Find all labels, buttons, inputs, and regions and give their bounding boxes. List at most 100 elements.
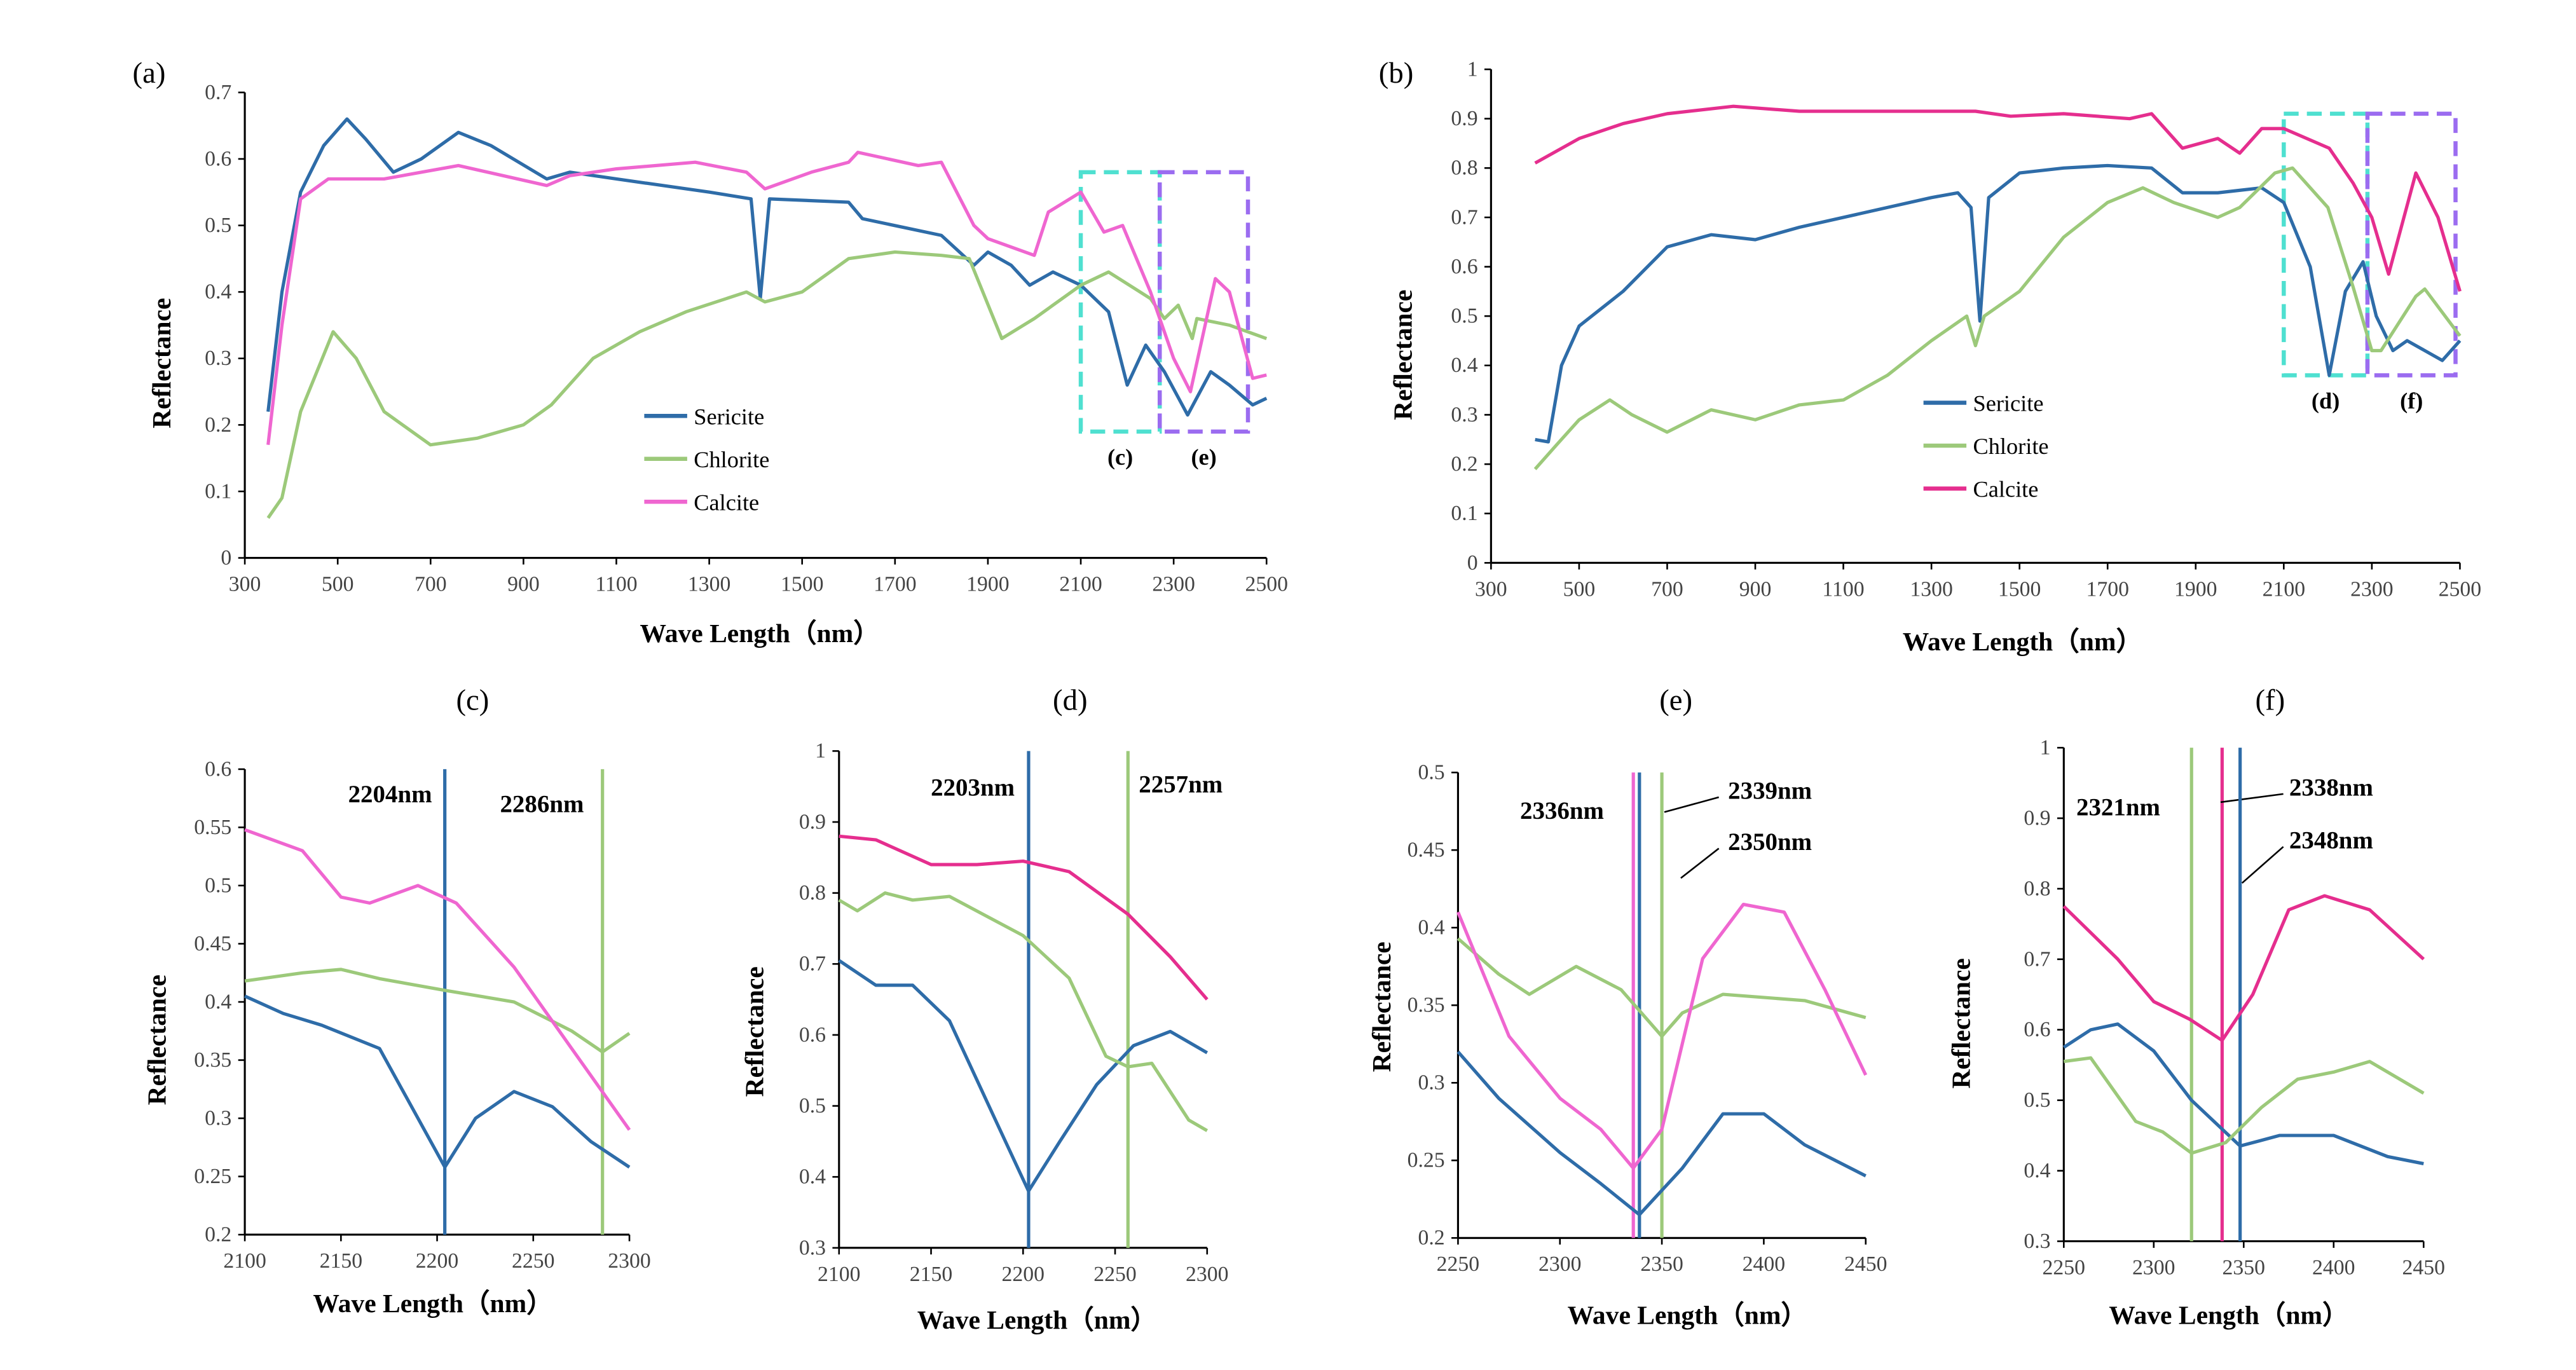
- y-tick-label: 0.25: [1408, 1149, 1445, 1172]
- x-tick-label: 2250: [2043, 1256, 2086, 1279]
- x-axis-label: Wave Length（nm）: [917, 1305, 1157, 1334]
- legend-label: Sericite: [694, 404, 764, 429]
- y-tick-label: 0.9: [799, 810, 826, 833]
- y-tick-label: 0.5: [205, 214, 231, 237]
- panel-title: (c): [456, 683, 489, 716]
- series-line-sericite: [244, 994, 631, 1169]
- y-tick-label: 1: [1467, 57, 1478, 81]
- y-tick-label: 0: [221, 546, 231, 570]
- x-tick-label: 2300: [1152, 573, 1195, 596]
- x-tick-label: 1700: [874, 573, 917, 596]
- x-tick-label: 1900: [966, 573, 1010, 596]
- x-tick-label: 500: [322, 573, 354, 596]
- y-tick-label: 0.4: [2024, 1159, 2050, 1182]
- x-tick-label: 900: [507, 573, 540, 596]
- y-tick-label: 0.6: [1451, 255, 1477, 278]
- series-line-calcite: [244, 828, 631, 1131]
- series-line-calcite: [839, 834, 1209, 1001]
- chart-panel-a: (a) 0 0.1 0.2 0.3 0.4 0.5 0.6 0.7 300 500 700 900 110…: [133, 57, 1288, 648]
- y-tick-label: 0.6: [2024, 1018, 2050, 1041]
- legend-label: Chlorite: [1973, 434, 2049, 459]
- x-tick-label: 2450: [1844, 1252, 1887, 1276]
- y-tick-label: 0.5: [799, 1094, 826, 1118]
- y-tick-label: 0.7: [1451, 205, 1477, 229]
- y-tick-label: 0.4: [1451, 353, 1477, 377]
- x-tick-label: 2350: [2223, 1256, 2266, 1279]
- marker-label: 2257nm: [1139, 771, 1223, 798]
- x-tick-label: 2300: [1186, 1263, 1229, 1286]
- y-tick-label: 0.6: [205, 757, 231, 781]
- y-tick-label: 1: [815, 739, 826, 763]
- marker-label: 2350nm: [1728, 828, 1812, 856]
- y-tick-label: 0.35: [194, 1048, 231, 1072]
- x-tick-label: 1100: [1822, 577, 1864, 601]
- y-tick-label: 0.9: [1451, 107, 1477, 130]
- series-line-chlorite: [838, 891, 1209, 1132]
- marker-leader-line: [2241, 846, 2284, 884]
- x-axis-label: Wave Length（nm）: [2109, 1300, 2348, 1329]
- x-tick-label: 1100: [595, 573, 637, 596]
- y-tick-label: 0.25: [194, 1165, 231, 1188]
- series-line-sericite: [1456, 1050, 1867, 1217]
- y-tick-label: 0.3: [205, 1106, 231, 1130]
- y-tick-label: 0.3: [799, 1236, 826, 1259]
- x-tick-label: 2100: [1059, 573, 1102, 596]
- zoom-region-box-f: [2365, 111, 2458, 378]
- y-axis-label: Reflectance: [1388, 290, 1418, 420]
- y-tick-label: 0.5: [205, 873, 231, 897]
- zoom-region-box-d: [2282, 111, 2370, 378]
- x-tick-label: 2500: [2439, 577, 2482, 601]
- x-axis-label: Wave Length（nm）: [1903, 627, 2142, 656]
- marker-leader-line: [2220, 793, 2284, 804]
- x-tick-label: 2400: [2312, 1256, 2355, 1279]
- x-tick-label: 2250: [1093, 1263, 1137, 1286]
- marker-label: 2204nm: [348, 781, 432, 808]
- y-tick-label: 0.4: [1418, 916, 1444, 940]
- y-axis-label: Reflectance: [1367, 942, 1396, 1072]
- y-tick-label: 0.8: [1451, 156, 1477, 180]
- y-axis-label: Reflectance: [739, 966, 769, 1097]
- legend-label: Chlorite: [694, 447, 769, 472]
- x-tick-label: 2450: [2402, 1256, 2446, 1279]
- x-tick-label: 1700: [2086, 577, 2129, 601]
- series-line-chlorite: [2063, 1056, 2425, 1155]
- y-tick-label: 0.3: [2024, 1230, 2050, 1253]
- chart-panel-e: (e) 0.2 0.25 0.3 0.35 0.4 0.45 0.5 2250 2300 2350 2…: [1367, 683, 1887, 1329]
- x-tick-label: 2250: [1437, 1252, 1480, 1276]
- zoom-region-box-e: [1157, 170, 1250, 434]
- y-tick-label: 0: [1467, 551, 1478, 575]
- y-tick-label: 0.3: [1418, 1071, 1444, 1095]
- zoom-region-label: (c): [1107, 444, 1133, 470]
- marker-label: 2348nm: [2289, 827, 2373, 854]
- x-tick-label: 2150: [910, 1263, 953, 1286]
- x-tick-label: 2400: [1743, 1252, 1786, 1276]
- y-tick-label: 0.2: [1418, 1226, 1444, 1250]
- x-tick-label: 700: [1651, 577, 1683, 601]
- panel-title: (f): [2256, 683, 2285, 716]
- legend-label: Sericite: [1973, 391, 2044, 416]
- series-line-calcite: [1456, 902, 1868, 1170]
- series-line-chlorite: [244, 968, 631, 1054]
- y-tick-label: 0.6: [799, 1023, 826, 1046]
- x-tick-label: 1300: [1910, 577, 1953, 601]
- y-tick-label: 1: [2040, 736, 2051, 760]
- x-tick-label: 1900: [2174, 577, 2217, 601]
- x-tick-label: 900: [1739, 577, 1772, 601]
- x-tick-label: 500: [1563, 577, 1596, 601]
- x-axis-label: Wave Length（nm）: [313, 1289, 552, 1318]
- x-tick-label: 1500: [781, 573, 824, 596]
- y-tick-label: 0.7: [799, 952, 826, 976]
- x-tick-label: 2150: [320, 1249, 363, 1273]
- series-line-sericite: [2062, 1022, 2424, 1165]
- x-tick-label: 2100: [818, 1263, 861, 1286]
- zoom-region-label: (f): [2400, 388, 2423, 413]
- series-line-sericite: [838, 959, 1209, 1193]
- series-line-chlorite: [1533, 166, 2462, 470]
- y-tick-label: 0.4: [205, 280, 231, 304]
- y-tick-label: 0.2: [205, 413, 231, 437]
- x-tick-label: 300: [1475, 577, 1507, 601]
- marker-label: 2286nm: [500, 790, 584, 818]
- series-line-sericite: [1535, 163, 2462, 444]
- x-tick-label: 2300: [608, 1249, 651, 1273]
